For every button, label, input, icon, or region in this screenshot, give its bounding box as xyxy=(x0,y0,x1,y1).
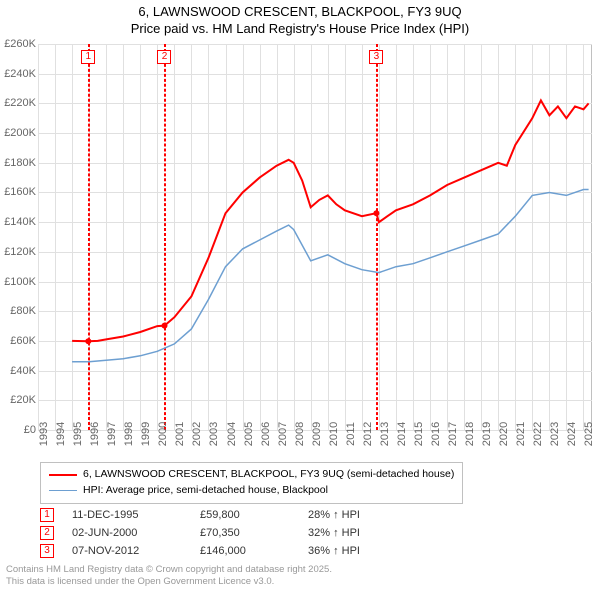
legend-label-1: HPI: Average price, semi-detached house,… xyxy=(83,483,328,499)
x-tick-label: 1994 xyxy=(55,422,67,446)
x-tick-label: 2018 xyxy=(464,422,476,446)
x-tick-label: 2002 xyxy=(191,422,203,446)
x-tick-label: 2014 xyxy=(396,422,408,446)
y-tick-label: £0 xyxy=(0,424,36,436)
event-price-2: £146,000 xyxy=(200,545,290,557)
title-line-2: Price paid vs. HM Land Registry's House … xyxy=(0,21,600,38)
x-tick-label: 1996 xyxy=(89,422,101,446)
x-tick-label: 1993 xyxy=(38,422,50,446)
x-tick-label: 2011 xyxy=(345,422,357,446)
event-date-1: 02-JUN-2000 xyxy=(72,527,182,539)
event-marker-dot xyxy=(162,323,168,329)
event-note-0: 28% ↑ HPI xyxy=(308,509,418,521)
legend-item-0: 6, LAWNSWOOD CRESCENT, BLACKPOOL, FY3 9U… xyxy=(49,467,454,483)
legend: 6, LAWNSWOOD CRESCENT, BLACKPOOL, FY3 9U… xyxy=(40,462,463,504)
event-row-1: 2 02-JUN-2000 £70,350 32% ↑ HPI xyxy=(40,524,418,542)
title-line-1: 6, LAWNSWOOD CRESCENT, BLACKPOOL, FY3 9U… xyxy=(0,4,600,21)
x-tick-label: 2010 xyxy=(328,422,340,446)
x-tick-label: 1998 xyxy=(123,422,135,446)
y-tick-label: £240K xyxy=(0,68,36,80)
event-num-0: 1 xyxy=(40,508,54,522)
y-tick-label: £80K xyxy=(0,305,36,317)
x-tick-label: 2020 xyxy=(498,422,510,446)
x-tick-label: 2000 xyxy=(157,422,169,446)
x-tick-label: 2019 xyxy=(481,422,493,446)
event-price-0: £59,800 xyxy=(200,509,290,521)
x-tick-label: 2023 xyxy=(549,422,561,446)
x-tick-label: 2017 xyxy=(447,422,459,446)
y-tick-label: £220K xyxy=(0,97,36,109)
event-num-2: 3 xyxy=(40,544,54,558)
x-tick-label: 1995 xyxy=(72,422,84,446)
y-tick-label: £160K xyxy=(0,186,36,198)
x-tick-label: 2001 xyxy=(174,422,186,446)
footer-attribution: Contains HM Land Registry data © Crown c… xyxy=(6,564,332,588)
footer-line-2: This data is licensed under the Open Gov… xyxy=(6,576,332,588)
event-note-2: 36% ↑ HPI xyxy=(308,545,418,557)
legend-swatch-1 xyxy=(49,490,77,491)
event-num-1: 2 xyxy=(40,526,54,540)
legend-item-1: HPI: Average price, semi-detached house,… xyxy=(49,483,454,499)
y-tick-label: £60K xyxy=(0,335,36,347)
y-tick-label: £20K xyxy=(0,394,36,406)
series-line-1 xyxy=(72,190,589,362)
y-tick-label: £260K xyxy=(0,38,36,50)
y-tick-label: £200K xyxy=(0,127,36,139)
x-tick-label: 2009 xyxy=(311,422,323,446)
legend-swatch-0 xyxy=(49,474,77,476)
x-tick-label: 2005 xyxy=(243,422,255,446)
chart-container: 6, LAWNSWOOD CRESCENT, BLACKPOOL, FY3 9U… xyxy=(0,0,600,590)
event-marker-dot xyxy=(373,210,379,216)
y-tick-label: £100K xyxy=(0,276,36,288)
y-tick-label: £180K xyxy=(0,157,36,169)
x-tick-label: 2021 xyxy=(515,422,527,446)
x-tick-label: 2007 xyxy=(277,422,289,446)
legend-label-0: 6, LAWNSWOOD CRESCENT, BLACKPOOL, FY3 9U… xyxy=(83,467,454,483)
x-tick-label: 2013 xyxy=(379,422,391,446)
x-tick-label: 2015 xyxy=(413,422,425,446)
plot-svg xyxy=(38,44,592,430)
x-tick-label: 2006 xyxy=(260,422,272,446)
footer-line-1: Contains HM Land Registry data © Crown c… xyxy=(6,564,332,576)
x-tick-label: 2004 xyxy=(226,422,238,446)
chart-title: 6, LAWNSWOOD CRESCENT, BLACKPOOL, FY3 9U… xyxy=(0,0,600,38)
x-tick-label: 1997 xyxy=(106,422,118,446)
y-tick-label: £120K xyxy=(0,246,36,258)
x-tick-label: 2008 xyxy=(294,422,306,446)
x-tick-label: 2003 xyxy=(208,422,220,446)
event-row-0: 1 11-DEC-1995 £59,800 28% ↑ HPI xyxy=(40,506,418,524)
event-note-1: 32% ↑ HPI xyxy=(308,527,418,539)
event-marker-dot xyxy=(85,338,91,344)
event-price-1: £70,350 xyxy=(200,527,290,539)
x-tick-label: 2022 xyxy=(532,422,544,446)
x-tick-label: 1999 xyxy=(140,422,152,446)
plot-area: 123 £0£20K£40K£60K£80K£100K£120K£140K£16… xyxy=(38,44,592,430)
x-tick-label: 2012 xyxy=(362,422,374,446)
x-tick-label: 2025 xyxy=(583,422,595,446)
event-date-2: 07-NOV-2012 xyxy=(72,545,182,557)
y-tick-label: £140K xyxy=(0,216,36,228)
x-tick-label: 2016 xyxy=(430,422,442,446)
event-date-0: 11-DEC-1995 xyxy=(72,509,182,521)
events-table: 1 11-DEC-1995 £59,800 28% ↑ HPI 2 02-JUN… xyxy=(40,506,418,560)
event-row-2: 3 07-NOV-2012 £146,000 36% ↑ HPI xyxy=(40,542,418,560)
y-tick-label: £40K xyxy=(0,365,36,377)
x-tick-label: 2024 xyxy=(566,422,578,446)
